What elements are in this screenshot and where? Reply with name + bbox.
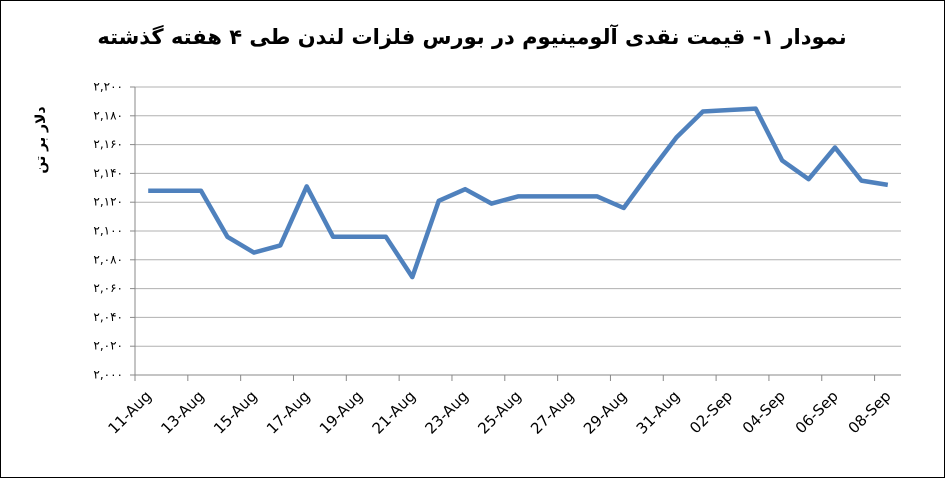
y-tick-label: ۲,۰۰۰ [93,368,123,382]
y-tick-label: ۲,۰۲۰ [93,339,123,353]
y-tick-label: ۲,۰۴۰ [93,310,123,324]
y-tick-label: ۲,۱۴۰ [93,166,123,180]
y-axis-label: دلار بر تن [33,106,49,173]
data-line [148,106,889,280]
y-tick-label: ۲,۲۰۰ [93,80,123,94]
y-tick-label: ۲,۱۲۰ [93,195,123,209]
y-tick-label: ۲,۱۶۰ [93,137,123,151]
y-tick-label: ۲,۰۸۰ [93,252,123,266]
y-tick-label: ۲,۰۶۰ [93,281,123,295]
y-tick-label: ۲,۱۰۰ [93,224,123,238]
y-tick-label: ۲,۱۸۰ [93,108,123,122]
chart-title: نمودار ۱- قیمت نقدی آلومینیوم در بورس فل… [97,24,846,49]
